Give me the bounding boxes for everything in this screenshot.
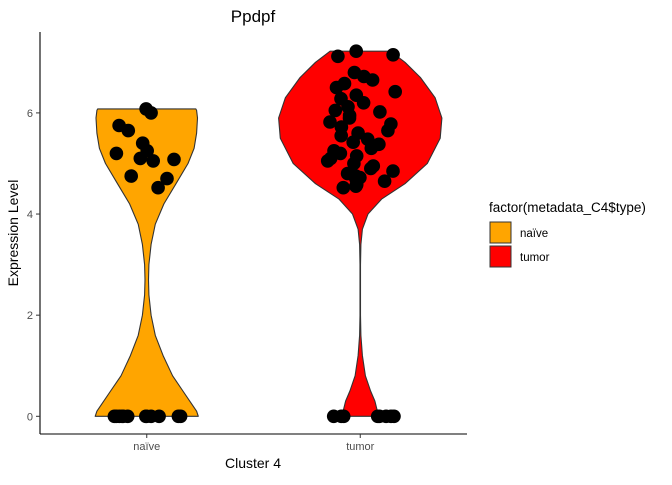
data-point	[334, 128, 349, 143]
data-point	[112, 409, 127, 424]
x-tick-label: tumor	[346, 441, 374, 453]
y-tick-label: 4	[27, 209, 33, 221]
violin-naive	[94, 108, 199, 417]
points-layer	[107, 44, 403, 424]
data-point	[331, 49, 345, 64]
data-point	[121, 123, 136, 138]
data-point	[364, 141, 379, 156]
chart-title: Ppdpf	[231, 7, 276, 26]
legend-swatch	[489, 245, 512, 268]
y-tick-label: 0	[27, 411, 33, 423]
data-point	[323, 115, 337, 129]
data-point	[173, 409, 188, 424]
data-point	[364, 161, 378, 176]
data-point	[388, 84, 403, 99]
data-point	[342, 111, 357, 125]
x-tick-label: naïve	[133, 441, 160, 453]
axes-layer: 0 2 4 6 naïve tumor	[27, 32, 467, 453]
data-point	[326, 409, 341, 424]
data-point	[386, 164, 400, 178]
x-axis-label: Cluster 4	[225, 455, 281, 471]
legend-title: factor(metadata_C4$type)	[489, 200, 646, 215]
violins-layer	[94, 50, 443, 417]
data-point	[347, 156, 361, 171]
data-point	[144, 106, 158, 120]
data-point	[160, 171, 174, 186]
data-point	[356, 96, 371, 110]
y-tick-label: 2	[27, 310, 33, 322]
data-point	[124, 169, 138, 183]
legend-label: tumor	[520, 252, 550, 264]
data-point	[329, 80, 344, 95]
legend-swatch	[489, 221, 512, 244]
data-point	[373, 105, 387, 119]
data-point	[349, 179, 363, 193]
data-point	[139, 409, 153, 424]
data-point	[381, 123, 395, 138]
data-point	[346, 135, 361, 149]
data-point	[151, 180, 165, 195]
data-point	[328, 103, 343, 118]
data-point	[349, 44, 364, 58]
data-point	[377, 174, 392, 188]
data-point	[109, 146, 124, 161]
y-tick-label: 6	[27, 108, 33, 120]
legend: factor(metadata_C4$type) naïve tumor	[489, 200, 646, 268]
data-point	[336, 180, 351, 195]
data-point	[386, 48, 400, 62]
data-point	[133, 151, 148, 166]
violin-tumor	[278, 50, 443, 417]
data-point	[384, 409, 398, 424]
data-point	[167, 152, 181, 167]
y-axis-label: Expression Level	[5, 180, 21, 287]
data-point	[365, 73, 380, 87]
legend-items: naïve tumor	[489, 221, 550, 268]
data-point	[336, 409, 351, 424]
legend-label: naïve	[520, 228, 548, 240]
data-point	[146, 154, 160, 168]
data-point	[320, 154, 335, 168]
